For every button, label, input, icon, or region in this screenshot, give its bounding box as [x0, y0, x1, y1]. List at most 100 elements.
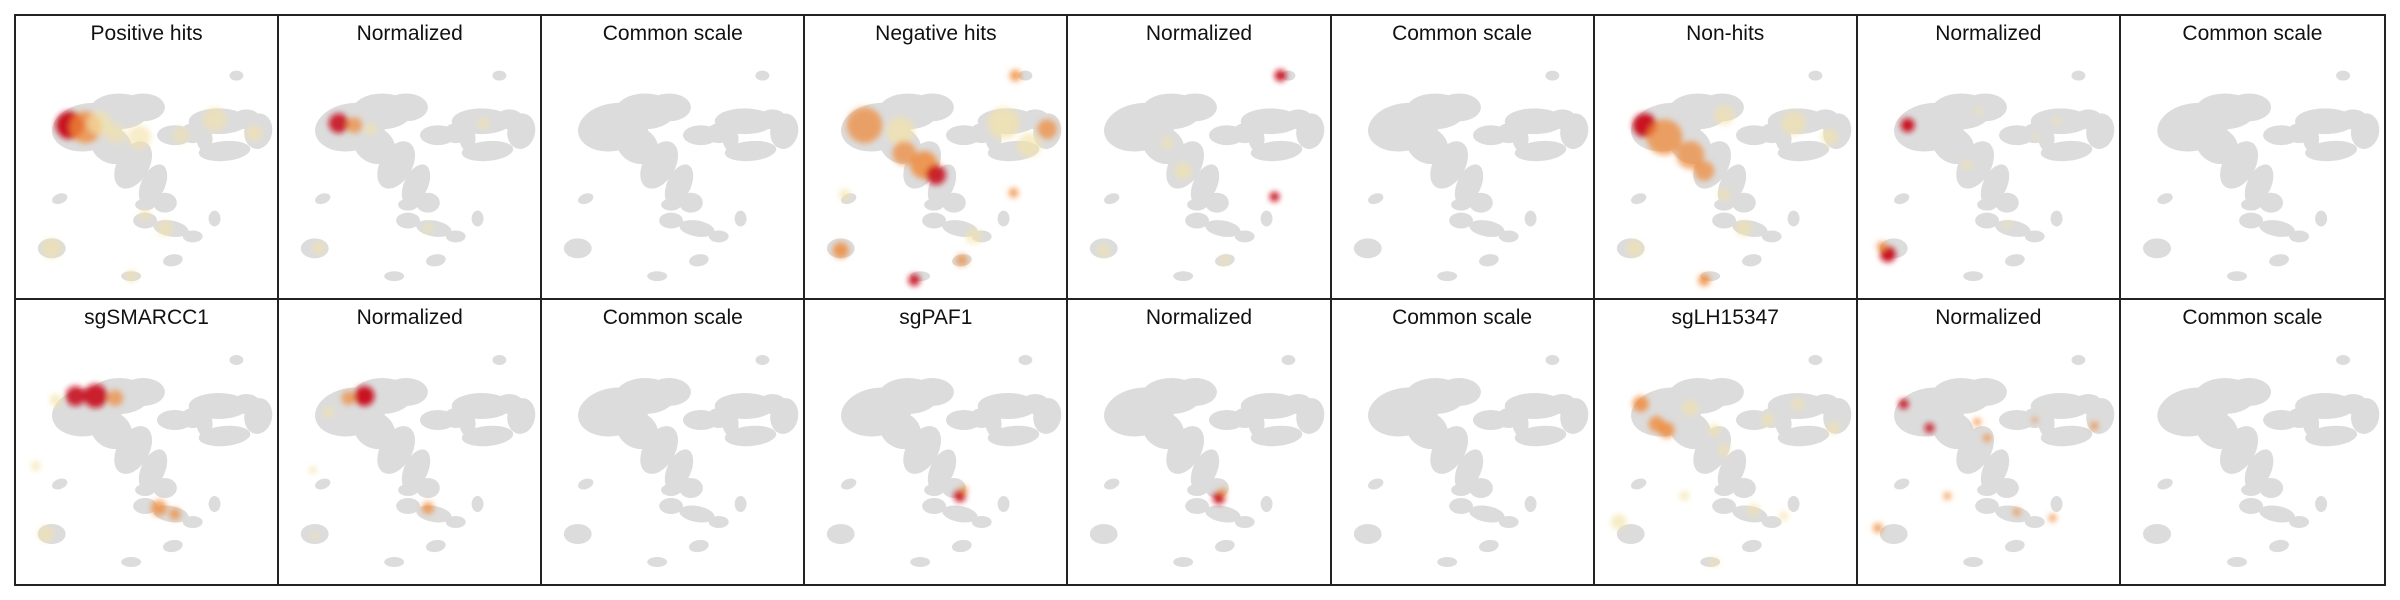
- cell-cluster: [1692, 426, 1731, 474]
- cell-cluster: [121, 557, 142, 567]
- cell-cluster: [952, 539, 973, 553]
- umap-density-plot: [2142, 355, 2380, 567]
- panel: Normalized: [1857, 16, 2121, 300]
- cell-cluster: [2288, 230, 2309, 243]
- cell-cluster: [659, 498, 684, 514]
- density-spot: [168, 508, 181, 520]
- cell-cluster: [1524, 210, 1537, 227]
- cell-cluster: [1205, 192, 1230, 213]
- cell-cluster: [229, 70, 244, 81]
- cell-cluster: [734, 496, 747, 512]
- cell-cluster: [986, 412, 1002, 436]
- cell-cluster: [52, 478, 68, 490]
- cell-cluster: [2024, 516, 2045, 528]
- cell-cluster: [827, 524, 855, 544]
- cell-cluster: [1616, 524, 1645, 544]
- density-heat: [1098, 69, 1287, 266]
- cell-cluster: [997, 496, 1010, 512]
- density-spot: [1900, 118, 1915, 133]
- cell-cluster: [121, 93, 165, 122]
- cell-cluster: [1367, 478, 1383, 490]
- cell-cluster: [1173, 271, 1194, 282]
- cell-cluster: [924, 198, 945, 211]
- density-spot: [1037, 119, 1058, 140]
- panel-title: Common scale: [1392, 306, 1533, 329]
- density-spot: [1269, 191, 1280, 202]
- density-spot: [1632, 396, 1649, 412]
- density-spot: [1943, 492, 1952, 500]
- cell-cluster: [1468, 505, 1505, 523]
- cell-cluster: [1630, 193, 1646, 205]
- cell-cluster: [578, 478, 594, 490]
- density-spot: [346, 117, 363, 134]
- cell-cluster: [2335, 355, 2350, 365]
- cell-cluster: [709, 230, 729, 243]
- cell-cluster: [1104, 478, 1120, 490]
- density-spot: [1626, 240, 1643, 257]
- cell-cluster: [1893, 193, 1910, 205]
- cell-cluster: [2314, 210, 2327, 227]
- cell-cluster: [426, 539, 446, 553]
- density-spot: [354, 386, 375, 406]
- cell-cluster: [461, 425, 514, 447]
- panel-title: Normalized: [1935, 306, 2042, 329]
- cell-cluster: [988, 425, 1040, 447]
- cell-cluster: [182, 230, 203, 243]
- cell-cluster: [2269, 539, 2289, 553]
- panel-title: Normalized: [1935, 22, 2042, 45]
- cell-cluster: [1436, 93, 1481, 122]
- cell-cluster: [1547, 394, 1576, 414]
- cell-cloud: [1353, 355, 1588, 567]
- panel-title: Normalized: [356, 22, 463, 45]
- density-spot: [1924, 423, 1935, 433]
- cell-cluster: [2226, 93, 2271, 122]
- cell-cluster: [679, 478, 704, 498]
- density-spot: [1972, 418, 1981, 426]
- cell-cluster: [1235, 516, 1256, 528]
- cell-cluster: [709, 516, 729, 528]
- panel: sgSMARCC1: [16, 300, 280, 584]
- cell-cloud: [1090, 355, 1325, 567]
- cell-cluster: [2226, 271, 2247, 282]
- density-heat: [954, 486, 969, 502]
- density-spot: [1713, 105, 1734, 126]
- cell-cluster: [1545, 70, 1559, 81]
- cell-cluster: [198, 425, 251, 447]
- cell-cluster: [1963, 378, 2007, 406]
- cell-cluster: [2259, 505, 2295, 523]
- density-spot: [1982, 434, 1991, 442]
- density-spot: [323, 407, 334, 417]
- umap-density-plot: [2142, 70, 2380, 282]
- cell-cluster: [997, 210, 1010, 227]
- density-spot: [37, 526, 54, 542]
- density-spot: [125, 270, 138, 283]
- cell-cluster: [1468, 192, 1493, 213]
- cell-cluster: [689, 539, 709, 553]
- density-spot: [966, 228, 983, 245]
- cell-cluster: [2038, 127, 2055, 152]
- cell-cluster: [384, 378, 429, 406]
- density-spot: [1735, 220, 1752, 237]
- density-spot: [2052, 117, 2061, 126]
- cell-cluster: [377, 426, 416, 474]
- cell-cluster: [2142, 238, 2171, 259]
- cell-cluster: [2157, 193, 2173, 205]
- cell-cloud: [2142, 355, 2380, 567]
- density-spot: [156, 220, 173, 237]
- cell-cluster: [1498, 516, 1519, 528]
- cell-cluster: [1261, 210, 1273, 227]
- cell-cluster: [1512, 412, 1529, 436]
- cell-cluster: [495, 394, 524, 414]
- cell-cluster: [1512, 127, 1529, 152]
- cell-cluster: [1478, 254, 1499, 267]
- cell-cluster: [2050, 496, 2063, 512]
- cell-cluster: [903, 426, 942, 474]
- cell-cluster: [153, 192, 177, 213]
- panel: Normalized: [1068, 300, 1332, 584]
- cell-cluster: [647, 378, 692, 406]
- cell-cluster: [1994, 192, 2019, 213]
- cell-cluster: [724, 425, 777, 447]
- cell-cloud: [1879, 70, 2115, 282]
- umap-density-plot: [1353, 355, 1588, 567]
- panel-title: Normalized: [356, 306, 463, 329]
